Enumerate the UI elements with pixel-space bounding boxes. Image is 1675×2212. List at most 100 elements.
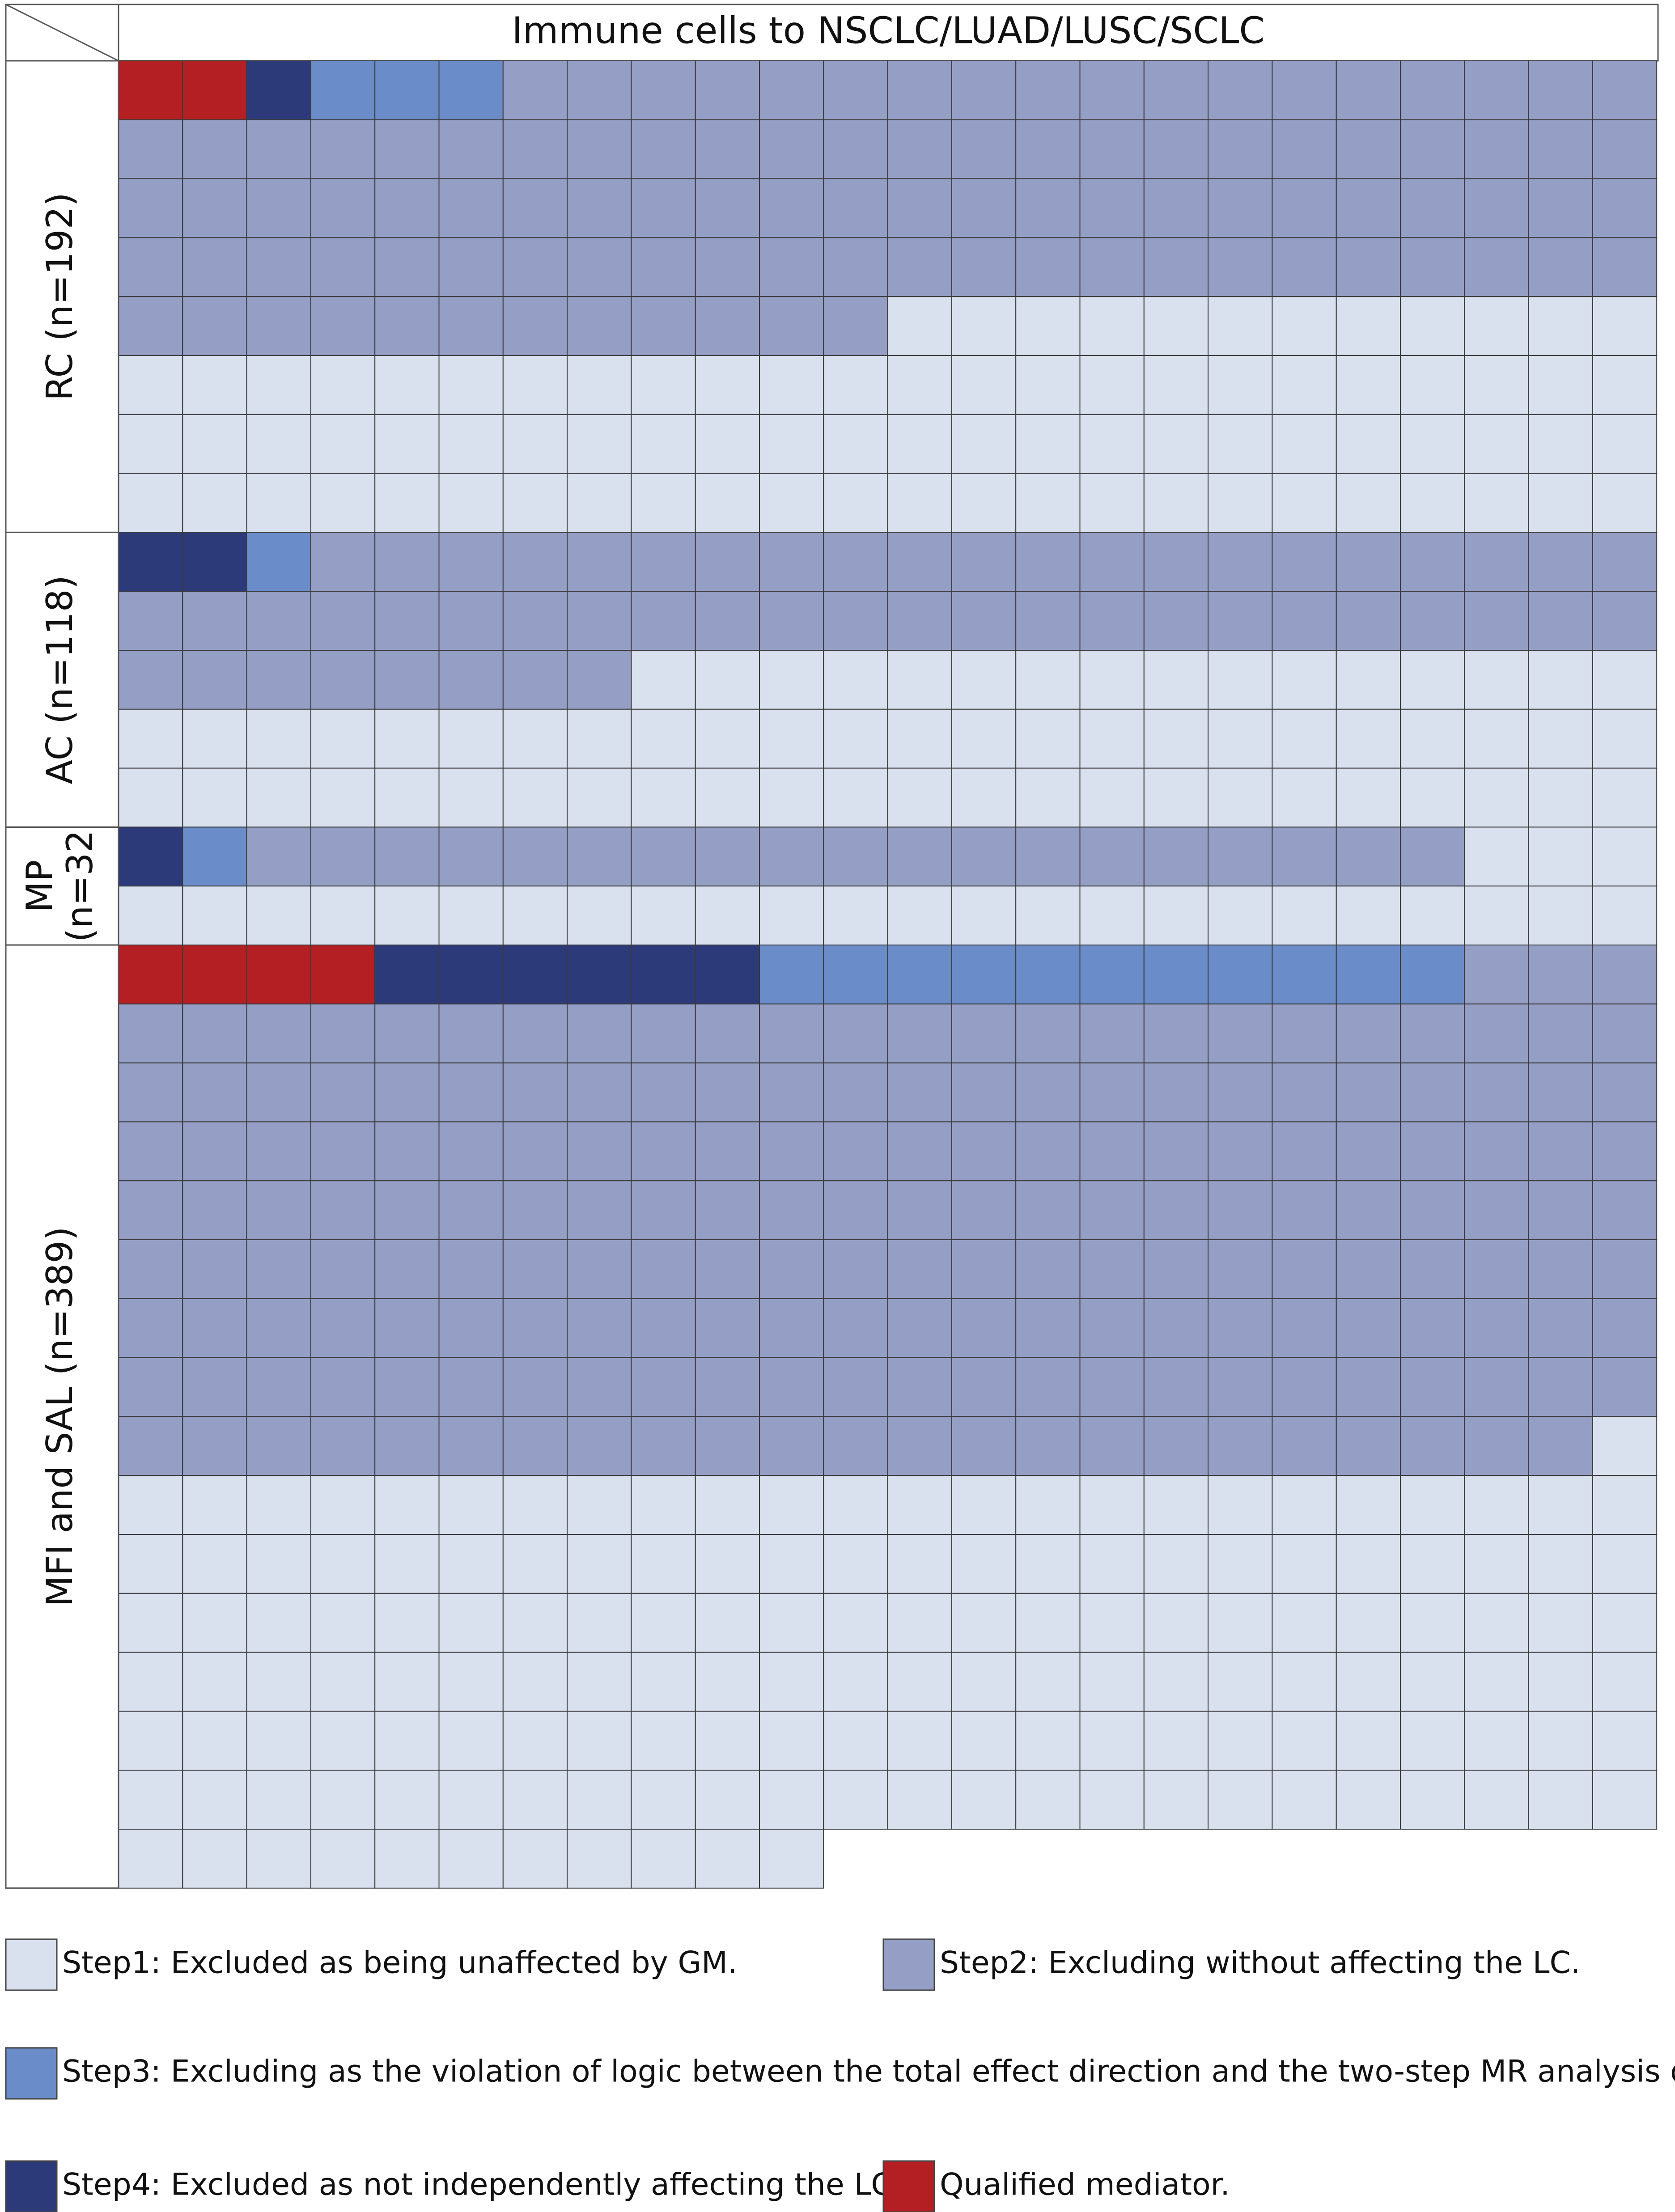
- cell: [887, 826, 952, 887]
- cell: [1015, 708, 1081, 769]
- cell: [438, 532, 504, 592]
- cell: [1592, 1534, 1658, 1594]
- cell: [567, 1593, 632, 1653]
- cell: [631, 708, 696, 769]
- cell: [951, 886, 1017, 945]
- cell: [1592, 650, 1658, 710]
- cell: [1528, 532, 1593, 592]
- cell: [1336, 708, 1401, 769]
- cell: [567, 886, 632, 945]
- cell: [695, 826, 760, 887]
- cell: [759, 1003, 824, 1064]
- cell: [1400, 1239, 1465, 1299]
- cell: [951, 1711, 1017, 1771]
- cell: [1400, 1534, 1465, 1594]
- cell: [823, 237, 888, 297]
- legend-label: Qualified mediator.: [940, 2167, 1230, 2203]
- cell: [631, 1711, 696, 1771]
- cell: [502, 1652, 568, 1712]
- cell: [1400, 237, 1465, 297]
- cell: [246, 767, 311, 828]
- cell: [374, 1298, 440, 1358]
- cell: [1272, 1003, 1337, 1064]
- cell: [246, 945, 311, 1004]
- cell: [438, 826, 504, 887]
- cell: [1464, 826, 1529, 887]
- cell: [1464, 767, 1529, 828]
- cell: [631, 237, 696, 297]
- cell: [182, 591, 247, 651]
- cell: [567, 296, 632, 356]
- cell: [1143, 1652, 1209, 1712]
- cell: [374, 591, 440, 651]
- cell: [246, 1239, 311, 1299]
- cell: [502, 237, 568, 297]
- cell: [182, 237, 247, 297]
- cell: [118, 1711, 183, 1771]
- cell: [1208, 826, 1273, 887]
- cell: [1400, 414, 1465, 474]
- cell: [823, 1357, 888, 1417]
- cell: [1400, 1770, 1465, 1830]
- cell: [1208, 532, 1273, 592]
- cell: [1079, 1593, 1145, 1653]
- cell: [246, 1062, 311, 1123]
- cell: [246, 1711, 311, 1771]
- cell: [1272, 237, 1337, 297]
- legend-swatch: [5, 2160, 58, 2212]
- cell: [1272, 1298, 1337, 1358]
- cell: [1208, 296, 1273, 356]
- cell: [1272, 1121, 1337, 1182]
- cell: [759, 650, 824, 710]
- cell: [502, 886, 568, 945]
- cell: [1592, 886, 1658, 945]
- cell: [1592, 1239, 1658, 1299]
- cell: [631, 532, 696, 592]
- cell: [1592, 296, 1658, 356]
- cell: [1464, 1062, 1529, 1123]
- cell: [1208, 1475, 1273, 1535]
- cell: [310, 119, 376, 179]
- cell: [951, 296, 1017, 356]
- cell: [1400, 119, 1465, 179]
- cell: [438, 1770, 504, 1830]
- cell: [1079, 1770, 1145, 1830]
- cell: [631, 767, 696, 828]
- cell: [310, 237, 376, 297]
- cell: [759, 1652, 824, 1712]
- cell: [951, 591, 1017, 651]
- cell: [1272, 60, 1337, 120]
- cell: [1336, 1534, 1401, 1594]
- cell: [1464, 60, 1529, 120]
- cell: [1079, 1475, 1145, 1535]
- cell: [1528, 355, 1593, 415]
- cell: [1592, 473, 1658, 533]
- cell: [374, 1180, 440, 1240]
- cell: [631, 945, 696, 1004]
- cell: [823, 708, 888, 769]
- cell: [567, 826, 632, 887]
- cell: [1400, 1593, 1465, 1653]
- cell: [887, 1239, 952, 1299]
- cell: [118, 1829, 183, 1889]
- cell: [695, 1593, 760, 1653]
- cell: [438, 296, 504, 356]
- cell: [1015, 650, 1081, 710]
- cell: [887, 591, 952, 651]
- cell: [246, 178, 311, 238]
- cell: [182, 1475, 247, 1535]
- cell: [1272, 826, 1337, 887]
- cell: [118, 1239, 183, 1299]
- cell: [951, 826, 1017, 887]
- cell: [695, 60, 760, 120]
- cell: [118, 532, 183, 592]
- cell: [1592, 1357, 1658, 1417]
- cell: [823, 886, 888, 945]
- cell: [374, 1652, 440, 1712]
- cell: [1464, 1180, 1529, 1240]
- cell: [182, 1239, 247, 1299]
- cell: [887, 414, 952, 474]
- cell: [1592, 1652, 1658, 1712]
- cell: [1015, 1770, 1081, 1830]
